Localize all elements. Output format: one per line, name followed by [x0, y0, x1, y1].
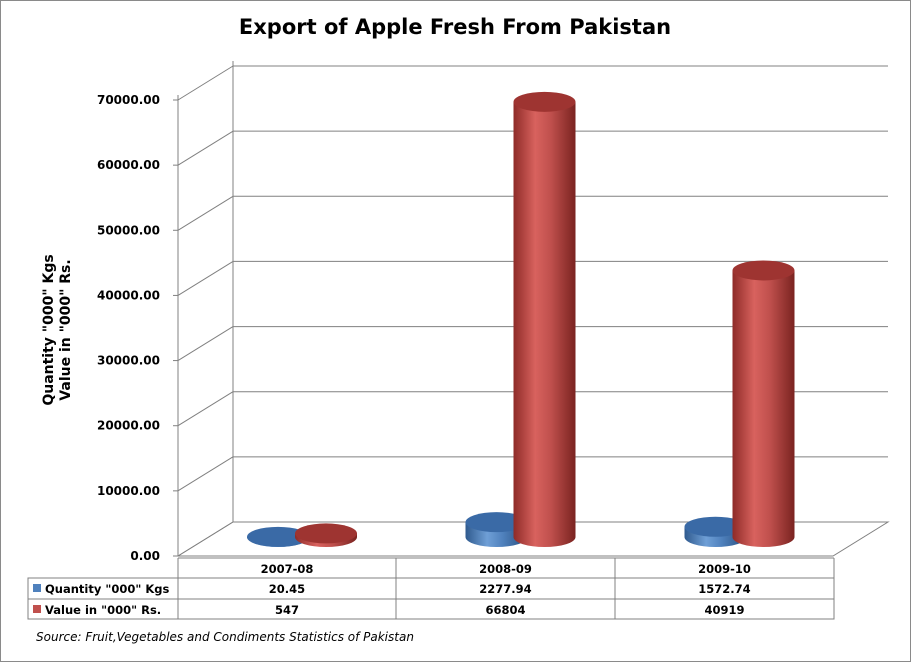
bars	[247, 91, 795, 548]
bar-top	[295, 523, 357, 544]
legend-swatch	[33, 584, 41, 592]
y-axis-label-line-1: Quantity "000" Kgs	[41, 254, 57, 405]
x-tick-label: 2008-09	[479, 562, 532, 576]
y-tick-label: 60000.00	[97, 158, 160, 172]
gridline-diag	[177, 326, 234, 361]
bar-top	[247, 526, 309, 547]
y-tick-label: 70000.00	[97, 93, 160, 107]
bar-body	[732, 270, 795, 547]
bar-value	[732, 260, 795, 547]
bar-value	[295, 523, 357, 547]
table-cell: 20.45	[269, 582, 305, 596]
bar-top	[732, 260, 795, 281]
bar-quantity	[247, 526, 309, 547]
bar-value	[513, 91, 576, 548]
legend-swatch	[33, 605, 41, 613]
x-tick-label: 2007-08	[261, 562, 314, 576]
gridline-diag	[177, 391, 234, 427]
gridline-diag	[177, 65, 234, 101]
data-table: 2007-08 2008-09 2009-10 Quantity "000" Kgs 2…	[27, 557, 835, 620]
table-cell: 2277.94	[479, 582, 531, 596]
bar-top	[684, 516, 747, 537]
y-tick-label: 20000.00	[97, 419, 160, 433]
y-axis-ticks: 0.00 10000.00 20000.00 30000.00 40000.00 5000…	[97, 93, 160, 563]
gridline-diag	[177, 195, 234, 231]
table-cell: 40919	[704, 603, 744, 617]
y-tick-label: 40000.00	[97, 288, 160, 302]
bar-quantity	[684, 516, 747, 547]
source-note: Source: Fruit,Vegetables and Condiments …	[36, 630, 414, 644]
bar-body	[513, 101, 576, 548]
gridline-diag	[177, 521, 234, 557]
bar-quantity	[465, 512, 528, 547]
y-tick-label: 50000.00	[97, 223, 160, 237]
legend-label: Value in "000" Rs.	[45, 603, 161, 617]
table-cell: 547	[275, 603, 299, 617]
gridline-diag	[177, 261, 234, 296]
chart-title: Export of Apple Fresh From Pakistan	[239, 15, 671, 39]
y-axis-label: Quantity "000" Kgs Value in "000" Rs.	[41, 254, 74, 405]
x-tick-label: 2009-10	[698, 562, 751, 576]
bar-top	[513, 91, 576, 112]
gridline-diag	[177, 130, 234, 166]
y-tick-label: 0.00	[130, 549, 160, 563]
y-tick-label: 30000.00	[97, 354, 160, 368]
gridline-diag	[177, 456, 234, 492]
table-cell: 1572.74	[698, 582, 750, 596]
y-tick-label: 10000.00	[97, 484, 160, 498]
y-axis-label-line-2: Value in "000" Rs.	[58, 259, 74, 400]
legend-label: Quantity "000" Kgs	[45, 582, 169, 596]
bar-top	[465, 512, 528, 533]
table-cell: 66804	[485, 603, 525, 617]
